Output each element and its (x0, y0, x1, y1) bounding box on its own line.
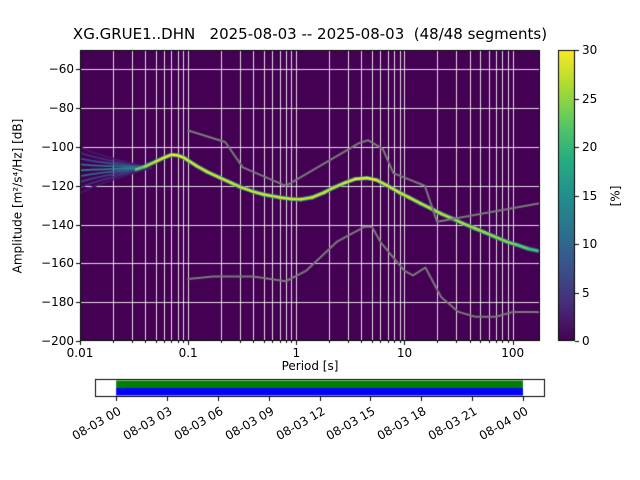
x-axis-label: Period [s] (281, 359, 339, 373)
colorbar-tick-label: 20 (582, 140, 598, 154)
colorbar-tick-label: 25 (582, 91, 598, 106)
x-tick-label: 10 (396, 346, 413, 360)
colorbar-tick-label: 15 (582, 188, 598, 203)
colorbar-label-container: [%] (598, 50, 632, 341)
colorbar-label: [%] (607, 185, 622, 206)
colorbar-tick-label: 10 (582, 237, 598, 251)
x-tick-label: 0.01 (66, 346, 94, 360)
x-tick-label: 100 (501, 346, 525, 360)
y-tick-label: −60 (48, 62, 74, 77)
colorbar-tick-label: 0 (582, 334, 590, 348)
y-tick-label: −200 (41, 334, 74, 348)
y-tick-label: −120 (41, 178, 74, 193)
colorbar-tick-label: 5 (582, 285, 590, 300)
y-tick-label: −80 (48, 101, 74, 116)
y-tick-label: −140 (41, 217, 74, 232)
y-tick-label: −160 (41, 256, 74, 271)
x-tick-label: 1 (292, 346, 301, 360)
y-tick-label: −180 (41, 295, 74, 310)
y-tick-label: −100 (41, 140, 74, 154)
x-tick-label: 0.1 (178, 346, 198, 360)
chart-title: XG.GRUE1..DHN 2025-08-03 -- 2025-08-03 (… (72, 25, 548, 43)
colorbar-tick-label: 30 (582, 43, 598, 57)
